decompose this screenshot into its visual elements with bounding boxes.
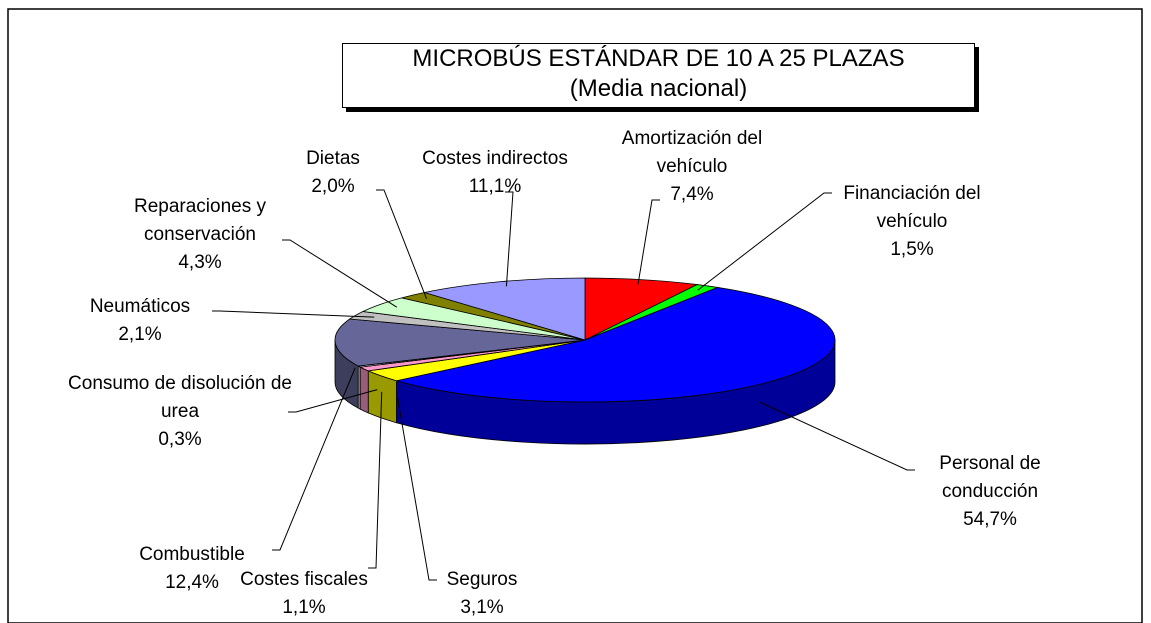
value-label: 1,1% bbox=[282, 597, 326, 618]
value-label: 0,3% bbox=[158, 429, 202, 450]
slice-label: Costes indirectos 11,1% bbox=[390, 145, 600, 201]
slice bbox=[424, 277, 586, 341]
category-label: Seguros bbox=[446, 569, 518, 590]
value-label: 4,3% bbox=[178, 252, 222, 273]
category-label: Dietas bbox=[306, 148, 360, 169]
slice-label: Seguros 3,1% bbox=[422, 566, 542, 622]
value-label: 12,4% bbox=[165, 572, 219, 593]
slice-label: Amortización del vehículo 7,4% bbox=[592, 125, 792, 209]
leader-line bbox=[282, 239, 398, 308]
leader-line bbox=[505, 191, 514, 287]
slice-label: Financiación del vehículo 1,5% bbox=[812, 180, 1012, 264]
slice-label: Consumo de disolución de urea 0,3% bbox=[65, 370, 295, 454]
chart-border bbox=[7, 8, 1143, 623]
leader-line bbox=[759, 401, 915, 471]
leader-line bbox=[697, 192, 832, 291]
leader-line bbox=[376, 189, 427, 299]
leader-line bbox=[272, 367, 356, 551]
category-label: Financiación del vehículo bbox=[843, 183, 981, 232]
slice-label: Dietas 2,0% bbox=[283, 145, 383, 201]
slice-label: Costes fiscales 1,1% bbox=[214, 566, 394, 622]
chart-title: MICROBÚS ESTÁNDAR DE 10 A 25 PLAZAS bbox=[412, 45, 905, 72]
value-label: 2,0% bbox=[311, 176, 355, 197]
slice-label: Combustible 12,4% bbox=[107, 541, 277, 597]
value-label: 7,4% bbox=[670, 184, 714, 205]
slice bbox=[334, 318, 586, 367]
category-label: Costes indirectos bbox=[422, 148, 568, 169]
chart-subtitle: (Media nacional) bbox=[569, 75, 748, 102]
leader-line bbox=[212, 310, 375, 318]
value-label: 2,1% bbox=[118, 324, 162, 345]
value-label: 11,1% bbox=[468, 176, 522, 197]
category-label: Neumáticos bbox=[89, 296, 191, 317]
category-label: Costes fiscales bbox=[240, 569, 368, 590]
category-label: Reparaciones y conservación bbox=[133, 196, 267, 245]
leader-line bbox=[368, 391, 383, 569]
category-label: Consumo de disolución de urea bbox=[68, 373, 292, 422]
category-label: Personal de conducción bbox=[939, 453, 1041, 502]
value-label: 1,5% bbox=[890, 239, 934, 260]
slice-label: Reparaciones y conservación 4,3% bbox=[90, 193, 310, 277]
slice-label: Personal de conducción 54,7% bbox=[905, 450, 1075, 534]
slice bbox=[396, 287, 836, 403]
category-label: Combustible bbox=[139, 544, 245, 565]
value-label: 54,7% bbox=[963, 509, 1017, 530]
value-label: 3,1% bbox=[460, 597, 504, 618]
slice-label: Neumáticos 2,1% bbox=[60, 293, 220, 349]
leader-line bbox=[397, 398, 437, 581]
title-box: MICROBÚS ESTÁNDAR DE 10 A 25 PLAZAS (Med… bbox=[342, 43, 975, 108]
slice-side bbox=[359, 366, 369, 414]
category-label: Amortización del vehículo bbox=[621, 128, 763, 177]
leader-line bbox=[637, 199, 660, 285]
leader-line bbox=[288, 389, 378, 413]
slice bbox=[584, 277, 699, 341]
